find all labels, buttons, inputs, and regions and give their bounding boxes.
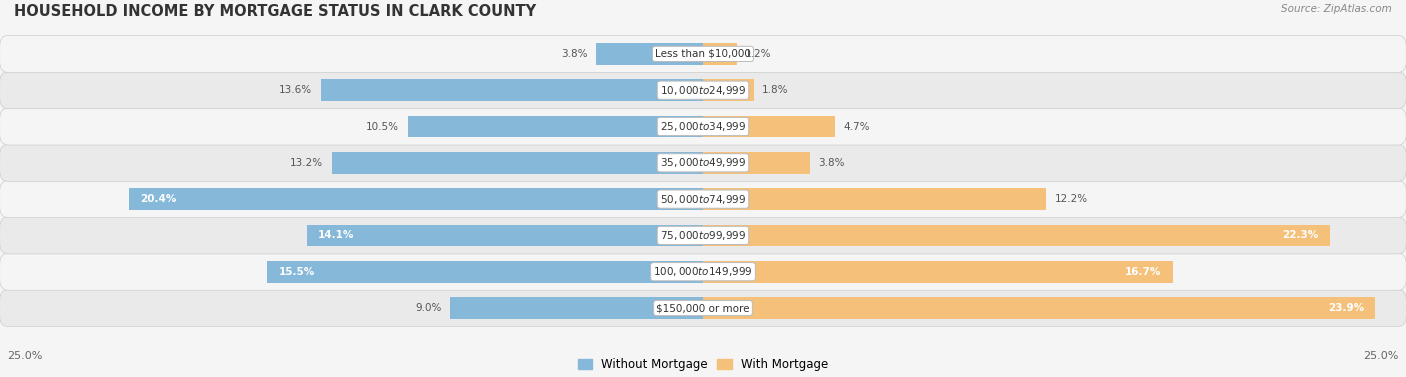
Text: $100,000 to $149,999: $100,000 to $149,999 [654,265,752,278]
Text: 3.8%: 3.8% [818,158,845,168]
Bar [129,188,703,210]
Bar [332,152,703,174]
Text: 25.0%: 25.0% [1364,351,1399,361]
Bar [307,225,703,246]
Text: 1.8%: 1.8% [762,85,789,95]
Bar [703,297,1375,319]
Text: 13.6%: 13.6% [278,85,312,95]
Text: $10,000 to $24,999: $10,000 to $24,999 [659,84,747,97]
Bar [703,43,737,65]
FancyBboxPatch shape [0,35,1406,72]
Text: 23.9%: 23.9% [1327,303,1364,313]
FancyBboxPatch shape [0,144,1406,181]
Bar [703,225,1330,246]
Text: 22.3%: 22.3% [1282,230,1319,241]
Bar [703,116,835,137]
Text: 14.1%: 14.1% [318,230,354,241]
Bar [450,297,703,319]
Text: 10.5%: 10.5% [367,121,399,132]
Text: 9.0%: 9.0% [415,303,441,313]
Bar [703,261,1173,283]
Bar [703,152,810,174]
Bar [596,43,703,65]
FancyBboxPatch shape [0,290,1406,326]
Bar [703,188,1046,210]
Text: $25,000 to $34,999: $25,000 to $34,999 [659,120,747,133]
Text: 3.8%: 3.8% [561,49,588,59]
FancyBboxPatch shape [0,108,1406,145]
Text: 4.7%: 4.7% [844,121,870,132]
Text: $75,000 to $99,999: $75,000 to $99,999 [659,229,747,242]
Bar [408,116,703,137]
Bar [267,261,703,283]
Text: Less than $10,000: Less than $10,000 [655,49,751,59]
Text: Source: ZipAtlas.com: Source: ZipAtlas.com [1281,4,1392,14]
FancyBboxPatch shape [0,72,1406,109]
Text: $50,000 to $74,999: $50,000 to $74,999 [659,193,747,205]
Text: HOUSEHOLD INCOME BY MORTGAGE STATUS IN CLARK COUNTY: HOUSEHOLD INCOME BY MORTGAGE STATUS IN C… [14,4,536,19]
FancyBboxPatch shape [0,253,1406,290]
Text: $35,000 to $49,999: $35,000 to $49,999 [659,156,747,169]
Text: 16.7%: 16.7% [1125,267,1161,277]
Bar [703,79,754,101]
FancyBboxPatch shape [0,217,1406,254]
Text: 25.0%: 25.0% [7,351,42,361]
Bar [321,79,703,101]
Text: 1.2%: 1.2% [745,49,772,59]
Text: 13.2%: 13.2% [290,158,323,168]
Text: $150,000 or more: $150,000 or more [657,303,749,313]
Text: 15.5%: 15.5% [278,267,315,277]
Text: 12.2%: 12.2% [1054,194,1088,204]
FancyBboxPatch shape [0,181,1406,218]
Text: 20.4%: 20.4% [141,194,177,204]
Legend: Without Mortgage, With Mortgage: Without Mortgage, With Mortgage [578,358,828,371]
